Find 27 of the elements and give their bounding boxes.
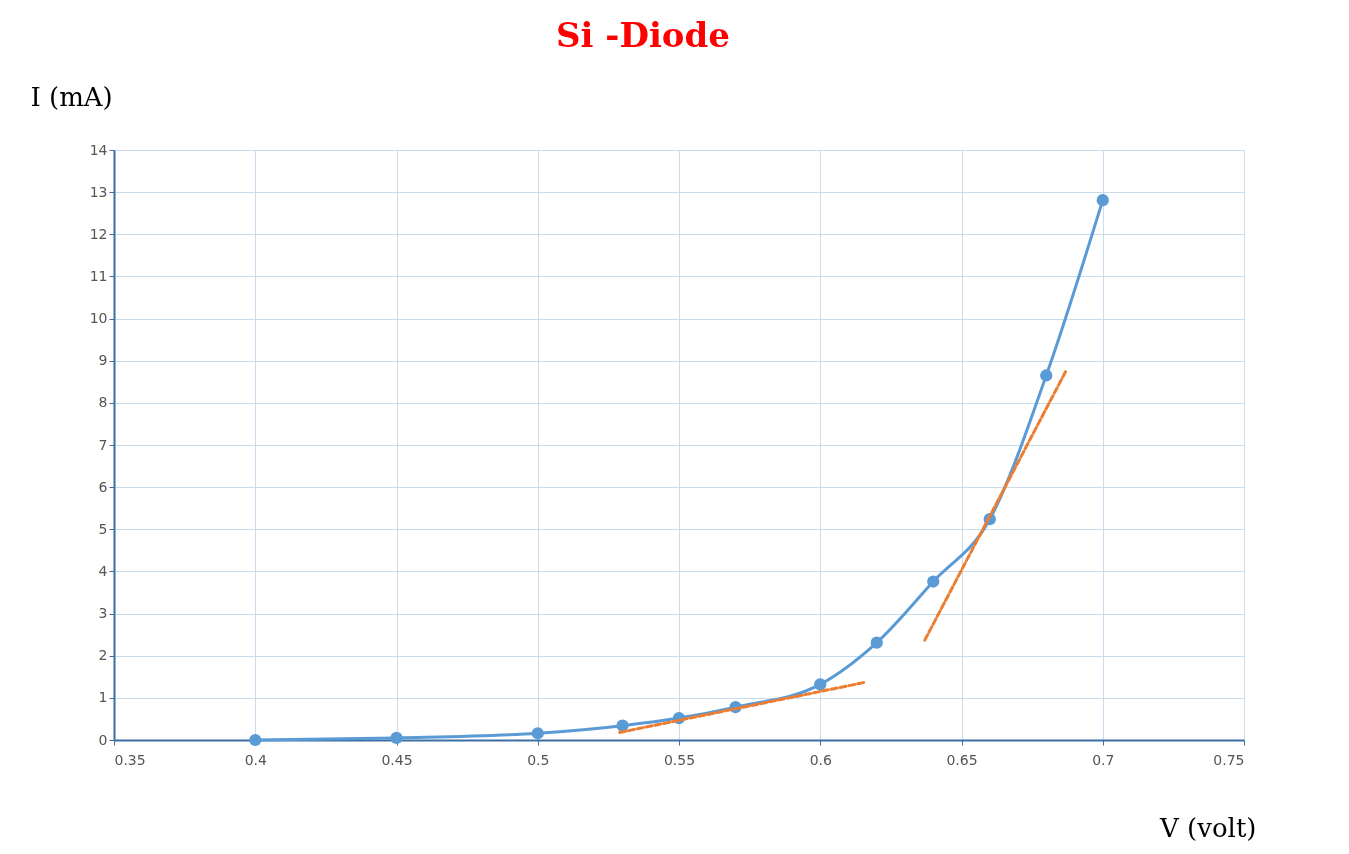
x-tick-label: 0.4 — [244, 751, 267, 768]
y-tick-label: 3 — [98, 605, 108, 622]
y-tick-label: 5 — [98, 520, 108, 537]
x-tick-label: 0.6 — [809, 751, 832, 768]
y-tick-label: 13 — [89, 183, 108, 200]
y-tick-label: 1 — [98, 689, 108, 706]
x-tick-label: 0.45 — [381, 751, 413, 768]
x-tick-label: 0.5 — [527, 751, 550, 768]
y-tick-label: 11 — [89, 267, 108, 284]
y-tick-label: 2 — [98, 647, 108, 664]
x-axis-title: V (volt) — [1159, 812, 1257, 843]
y-tick-label: 0 — [98, 731, 108, 748]
y-tick-label: 9 — [98, 352, 108, 369]
x-tick-label: 0.65 — [946, 751, 978, 768]
x-tick-label: 0.35 — [114, 751, 146, 768]
chart-title: Si -Diode — [556, 15, 730, 55]
x-tick-label: 0.75 — [1213, 751, 1245, 768]
x-tick-label: 0.7 — [1092, 751, 1115, 768]
y-tick-label: 12 — [89, 225, 108, 242]
y-axis-title: I (mA) — [30, 81, 113, 112]
y-tick-label: 14 — [89, 141, 108, 158]
y-tick-label: 7 — [98, 436, 108, 453]
y-tick-label: 8 — [98, 394, 108, 411]
y-tick-label: 4 — [98, 562, 108, 579]
x-tick-label: 0.55 — [663, 751, 696, 768]
y-tick-label: 10 — [89, 310, 108, 327]
y-tick-label: 6 — [98, 478, 108, 495]
